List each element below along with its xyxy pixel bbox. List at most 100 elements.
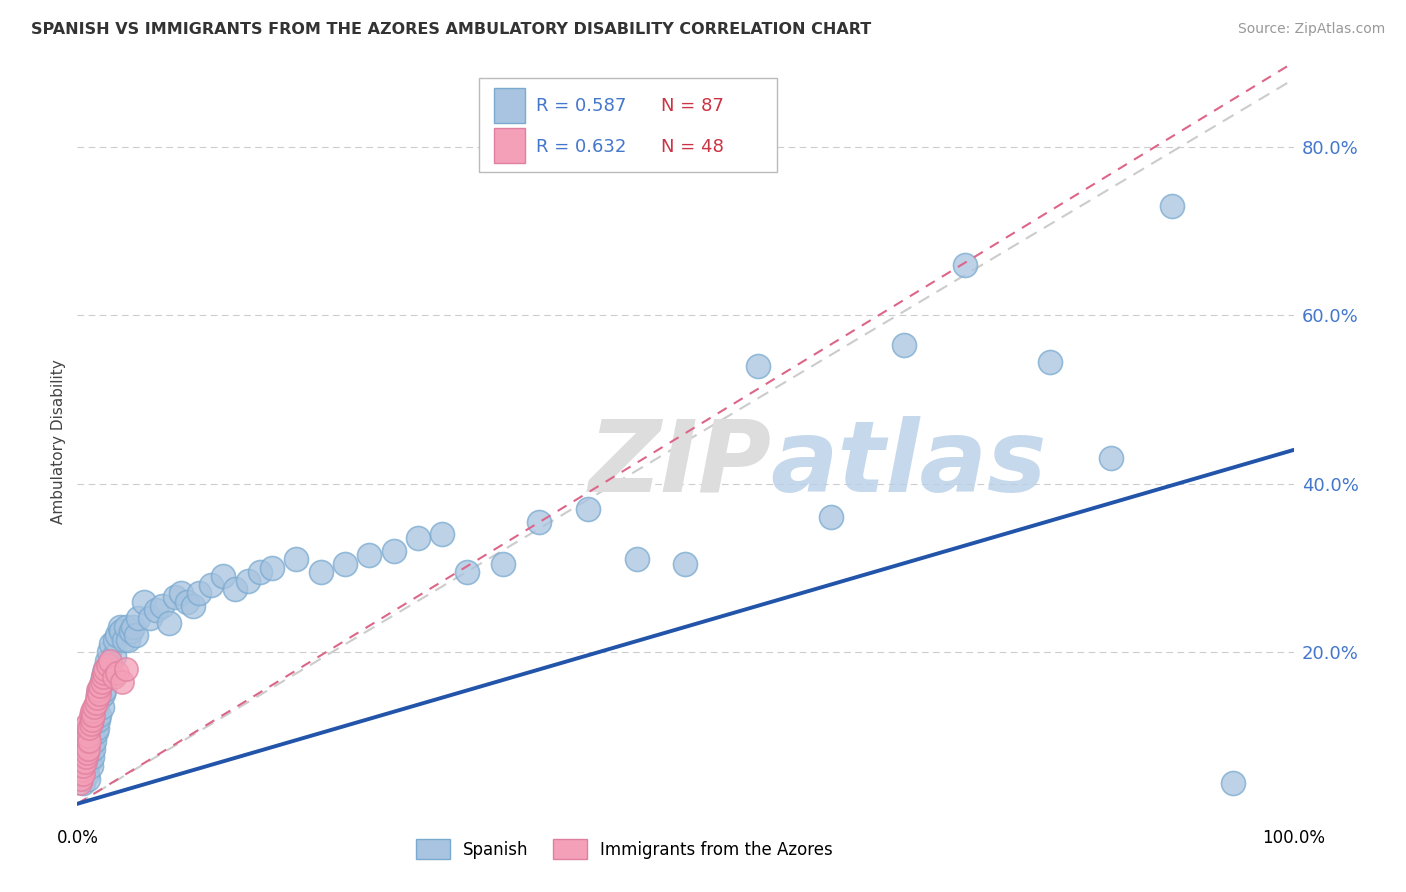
- Point: [87, 713, 110, 727]
- Point: [89, 683, 111, 698]
- Point: [80, 750, 103, 764]
- Point: [1222, 776, 1244, 790]
- Point: [1039, 354, 1062, 368]
- Point: [127, 611, 149, 625]
- Point: [492, 557, 515, 571]
- Point: [97, 657, 120, 672]
- Point: [103, 649, 125, 664]
- Point: [91, 670, 114, 684]
- Point: [72, 746, 94, 760]
- Point: [82, 708, 104, 723]
- Point: [96, 654, 118, 668]
- Point: [212, 569, 235, 583]
- Point: [953, 258, 976, 272]
- Point: [75, 750, 97, 764]
- Point: [86, 696, 108, 710]
- Point: [406, 532, 429, 546]
- Point: [79, 733, 101, 747]
- Point: [70, 738, 93, 752]
- Point: [236, 574, 259, 588]
- Point: [84, 704, 107, 718]
- Point: [76, 716, 98, 731]
- Point: [72, 733, 94, 747]
- Point: [75, 750, 97, 764]
- Point: [70, 763, 93, 777]
- Point: [91, 670, 114, 684]
- Point: [77, 742, 100, 756]
- Point: [260, 561, 283, 575]
- Point: [83, 713, 105, 727]
- Point: [84, 725, 107, 739]
- Point: [122, 620, 145, 634]
- Point: [97, 666, 120, 681]
- Point: [112, 632, 135, 647]
- Point: [87, 683, 110, 698]
- Point: [576, 502, 599, 516]
- Point: [89, 687, 111, 701]
- Point: [1161, 199, 1184, 213]
- Point: [224, 582, 246, 596]
- Point: [72, 776, 94, 790]
- Point: [80, 730, 103, 744]
- Point: [176, 594, 198, 608]
- Point: [200, 578, 222, 592]
- Point: [77, 730, 100, 744]
- Point: [103, 670, 125, 684]
- Text: ZIP: ZIP: [588, 416, 770, 513]
- Point: [626, 552, 648, 566]
- Point: [69, 767, 91, 781]
- Point: [77, 772, 100, 786]
- Point: [83, 699, 105, 714]
- Legend: Spanish, Immigrants from the Azores: Spanish, Immigrants from the Azores: [409, 833, 839, 865]
- Bar: [495, 128, 524, 163]
- Point: [72, 759, 94, 773]
- Point: [152, 599, 174, 613]
- Bar: [495, 88, 524, 123]
- Point: [111, 674, 134, 689]
- Point: [893, 337, 915, 351]
- Point: [90, 699, 112, 714]
- Point: [86, 691, 108, 706]
- Point: [70, 755, 93, 769]
- Point: [84, 696, 107, 710]
- Point: [75, 738, 97, 752]
- Point: [382, 544, 405, 558]
- Point: [82, 721, 104, 735]
- Point: [80, 708, 103, 723]
- Point: [72, 767, 94, 781]
- Text: R = 0.587: R = 0.587: [536, 96, 626, 115]
- Point: [86, 721, 108, 735]
- Point: [73, 742, 96, 756]
- Point: [675, 557, 697, 571]
- Point: [120, 624, 142, 639]
- Point: [69, 776, 91, 790]
- Point: [747, 359, 769, 373]
- Text: N = 87: N = 87: [661, 96, 724, 115]
- FancyBboxPatch shape: [478, 78, 776, 172]
- Point: [79, 746, 101, 760]
- Point: [309, 565, 332, 579]
- Point: [134, 594, 156, 608]
- Point: [70, 750, 93, 764]
- Point: [104, 632, 127, 647]
- Point: [820, 510, 842, 524]
- Point: [100, 637, 122, 651]
- Point: [145, 603, 167, 617]
- Point: [110, 624, 132, 639]
- Point: [170, 586, 193, 600]
- Point: [125, 628, 148, 642]
- Point: [359, 548, 381, 563]
- Point: [73, 721, 96, 735]
- Point: [76, 742, 98, 756]
- Point: [76, 767, 98, 781]
- Point: [157, 615, 180, 630]
- Text: Source: ZipAtlas.com: Source: ZipAtlas.com: [1237, 22, 1385, 37]
- Text: R = 0.632: R = 0.632: [536, 137, 626, 155]
- Point: [80, 716, 103, 731]
- Point: [79, 733, 101, 747]
- Point: [430, 527, 453, 541]
- Point: [80, 713, 103, 727]
- Point: [94, 662, 117, 676]
- Text: atlas: atlas: [770, 416, 1047, 513]
- Point: [73, 755, 96, 769]
